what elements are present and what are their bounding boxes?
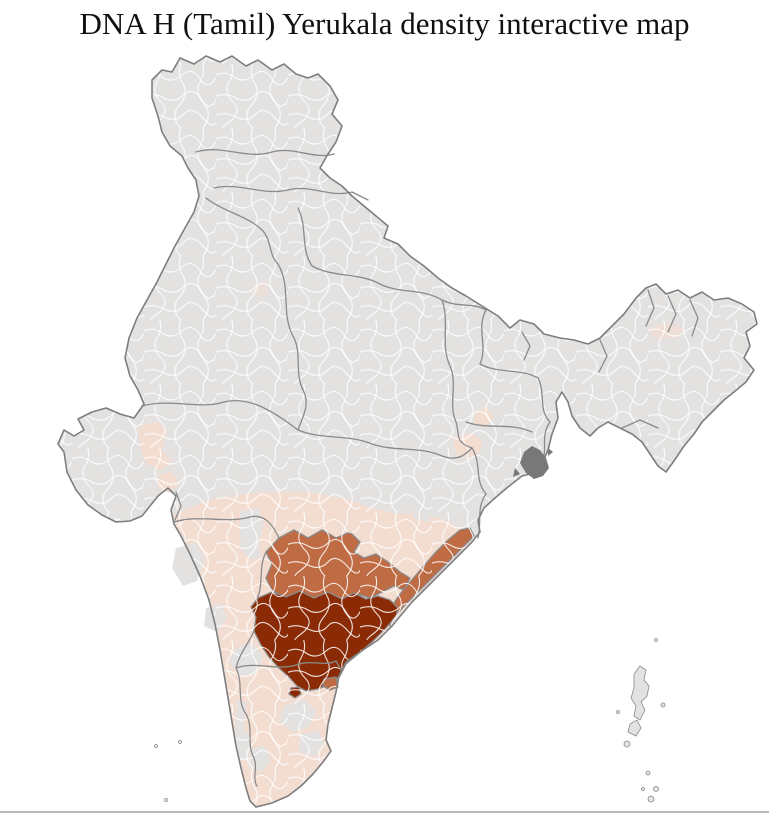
state-border-line (195, 149, 335, 157)
state-border-line (213, 185, 369, 201)
island[interactable] (641, 787, 645, 791)
delta-patch[interactable] (548, 448, 553, 456)
state-borders (141, 149, 699, 787)
bottom-divider (0, 811, 769, 813)
state-border-line (471, 447, 487, 495)
island[interactable] (660, 702, 666, 708)
island[interactable] (630, 665, 650, 721)
page-title: DNA H (Tamil) Yerukala density interacti… (79, 6, 690, 41)
state-border-line (297, 429, 473, 459)
state-border-line (645, 289, 655, 327)
state-border-line (256, 551, 267, 600)
island[interactable] (647, 795, 655, 803)
state-border-line (598, 339, 608, 373)
state-border-line (141, 400, 299, 431)
state-border-line (537, 377, 551, 463)
state-border-line (174, 491, 182, 521)
island[interactable] (627, 719, 642, 737)
state-border-line (277, 263, 307, 431)
island[interactable] (653, 786, 659, 792)
no-data-patch[interactable] (240, 508, 264, 560)
delta-patch[interactable] (513, 468, 520, 477)
state-border-line (621, 419, 659, 429)
state-border-line (205, 197, 279, 265)
lakshadweep-islands[interactable] (154, 740, 182, 803)
island[interactable] (163, 797, 169, 803)
island[interactable] (654, 638, 658, 642)
state-border-line (465, 421, 533, 433)
state-border-line (235, 660, 342, 671)
state-border-line (173, 515, 280, 539)
island[interactable] (154, 744, 158, 748)
state-border-line (297, 207, 313, 267)
state-border-line (689, 299, 699, 337)
delta-patch[interactable] (520, 446, 549, 479)
island[interactable] (616, 710, 620, 714)
andaman-nicobar-islands[interactable] (616, 638, 666, 803)
island[interactable] (178, 740, 182, 744)
sundarbans-delta[interactable] (513, 446, 553, 479)
island[interactable] (623, 740, 631, 748)
state-border-line (479, 309, 539, 379)
state-border-line (521, 331, 531, 361)
state-border-line (441, 299, 473, 449)
island[interactable] (645, 770, 651, 776)
state-border-line (235, 630, 255, 669)
state-border-line (235, 667, 258, 787)
state-border-line (311, 265, 487, 311)
state-border-line (667, 295, 677, 333)
